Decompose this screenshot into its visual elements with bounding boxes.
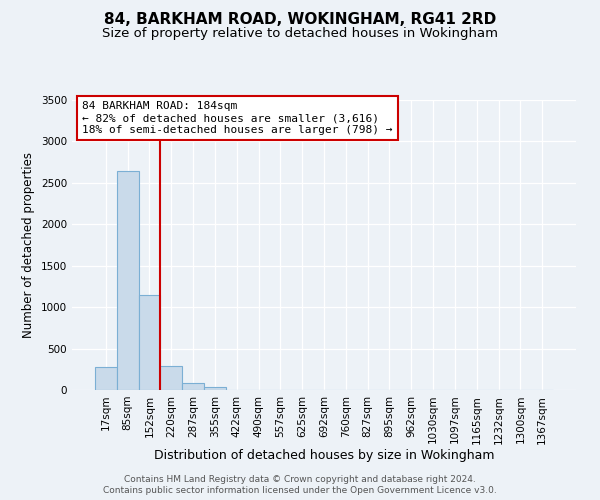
Bar	[182, 384, 204, 390]
Text: Contains public sector information licensed under the Open Government Licence v3: Contains public sector information licen…	[103, 486, 497, 495]
Bar	[117, 172, 139, 390]
Text: Size of property relative to detached houses in Wokingham: Size of property relative to detached ho…	[102, 28, 498, 40]
Bar	[204, 386, 226, 390]
Bar	[160, 366, 182, 390]
Text: 84, BARKHAM ROAD, WOKINGHAM, RG41 2RD: 84, BARKHAM ROAD, WOKINGHAM, RG41 2RD	[104, 12, 496, 28]
X-axis label: Distribution of detached houses by size in Wokingham: Distribution of detached houses by size …	[154, 449, 494, 462]
Y-axis label: Number of detached properties: Number of detached properties	[22, 152, 35, 338]
Text: 84 BARKHAM ROAD: 184sqm
← 82% of detached houses are smaller (3,616)
18% of semi: 84 BARKHAM ROAD: 184sqm ← 82% of detache…	[82, 102, 392, 134]
Bar	[95, 367, 117, 390]
Bar	[139, 294, 160, 390]
Text: Contains HM Land Registry data © Crown copyright and database right 2024.: Contains HM Land Registry data © Crown c…	[124, 475, 476, 484]
